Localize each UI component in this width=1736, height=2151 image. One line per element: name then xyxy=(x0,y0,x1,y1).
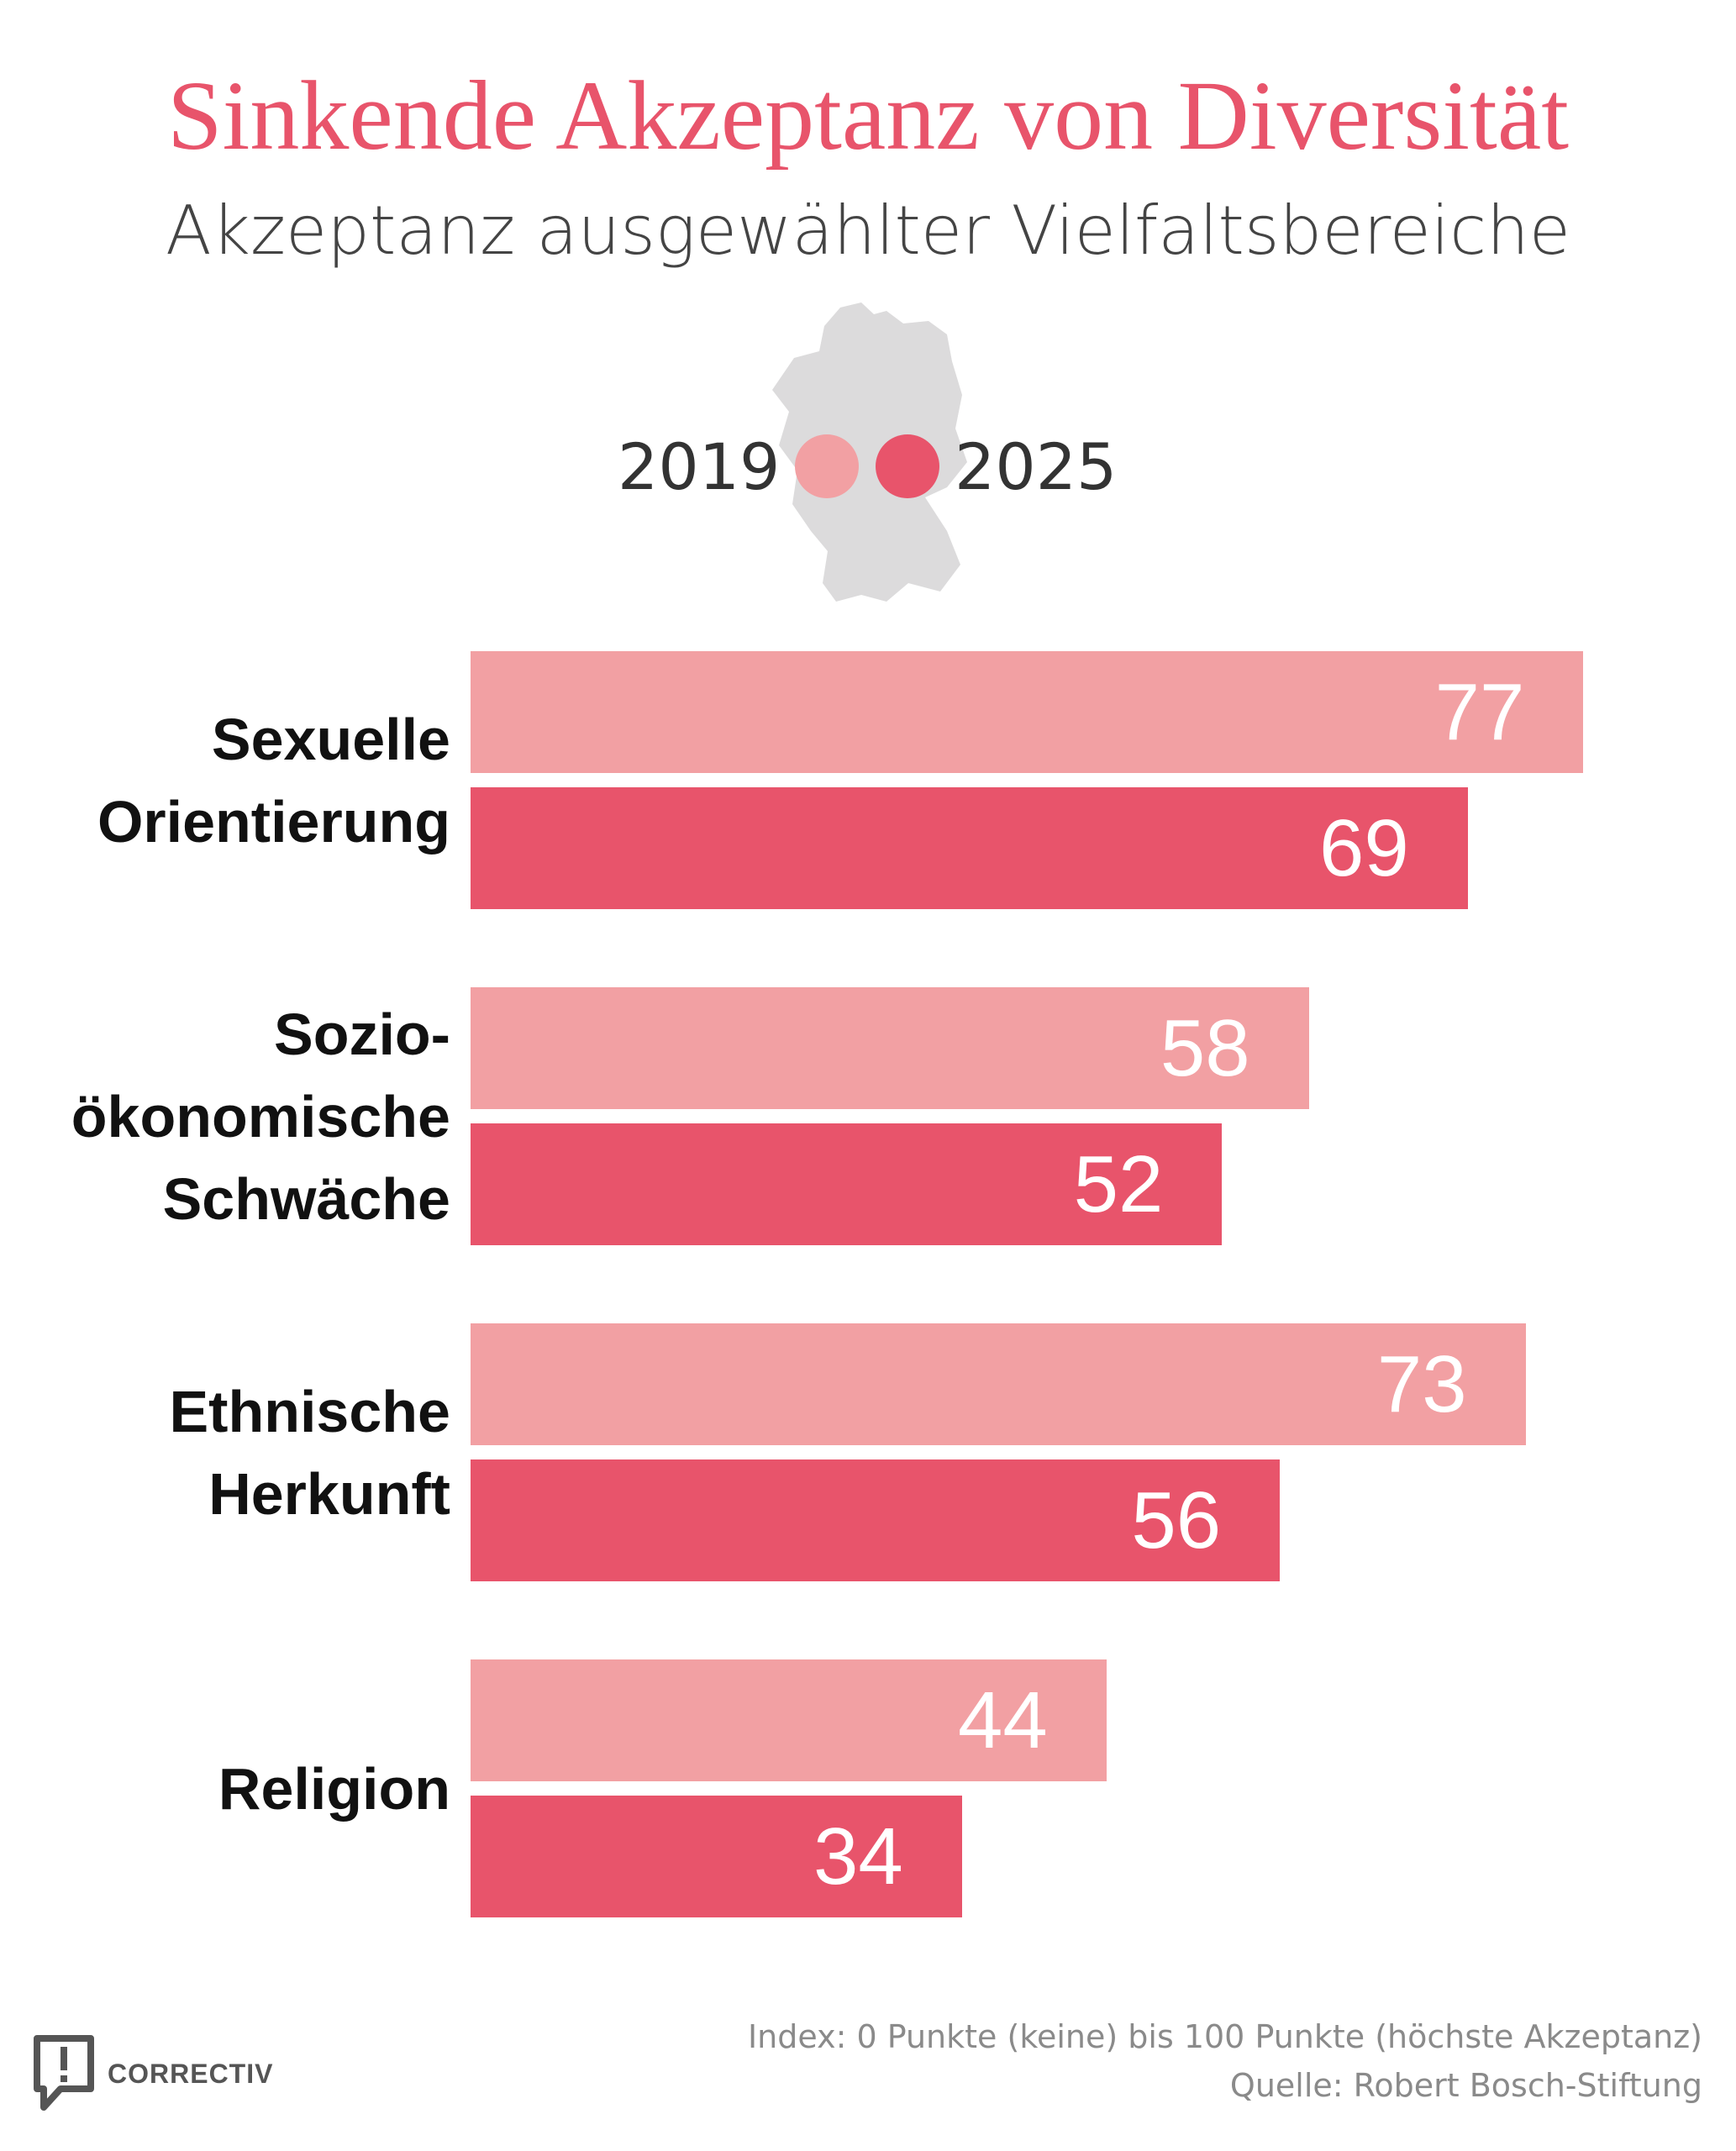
bar-value-label: 52 xyxy=(1073,1139,1164,1229)
bar-2025: 52 xyxy=(471,1123,1223,1245)
category-label-line: Orientierung xyxy=(97,788,450,855)
category-label-line: ökonomische xyxy=(71,1083,450,1149)
bar-value-label: 69 xyxy=(1319,802,1409,893)
legend-label-2019: 2019 xyxy=(618,429,781,504)
category-label: Sozio-ökonomische Schwäche xyxy=(71,993,450,1240)
chart-subtitle: Akzeptanz ausgewählter Vielfaltsbereiche xyxy=(165,192,1571,270)
category-label-line: Sozio- xyxy=(274,1001,450,1067)
bar-2019: 58 xyxy=(471,987,1309,1109)
category-label-line: Sexuelle xyxy=(211,706,450,772)
category-label-line: Schwäche xyxy=(162,1165,450,1232)
bar-2025: 56 xyxy=(471,1459,1281,1581)
bar-value-label: 77 xyxy=(1434,666,1525,757)
legend-label-2025: 2025 xyxy=(955,429,1118,504)
legend-2019: 2019 xyxy=(618,420,860,513)
legend-dot-2019 xyxy=(795,434,860,498)
index-note: Index: 0 Punkte (keine) bis 100 Punkte (… xyxy=(747,2018,1702,2055)
legend-dot-2025 xyxy=(876,434,939,498)
category-label-line: Ethnische xyxy=(169,1378,450,1444)
speech-bubble-icon xyxy=(34,2035,94,2111)
bar-value-label: 58 xyxy=(1160,1002,1250,1093)
source-note: Quelle: Robert Bosch-Stiftung xyxy=(1229,2067,1702,2104)
chart-title: Sinkende Akzeptanz von Diversität xyxy=(167,60,1569,171)
bar-2019: 44 xyxy=(471,1659,1107,1781)
category-label-line: Herkunft xyxy=(208,1460,450,1527)
category-label: Sexuelle Orientierung xyxy=(97,698,450,863)
logo-text: CORRECTIV xyxy=(108,2058,274,2089)
bar-value-label: 73 xyxy=(1376,1338,1467,1429)
bar-value-label: 56 xyxy=(1131,1475,1222,1565)
germany-map-icon xyxy=(772,302,967,602)
bar-value-label: 34 xyxy=(813,1811,903,1901)
bar-2025: 34 xyxy=(471,1796,962,1917)
bar-2019: 73 xyxy=(471,1323,1526,1445)
category-label-line: Religion xyxy=(218,1755,450,1822)
category-label: Ethnische Herkunft xyxy=(169,1370,450,1535)
correctiv-logo: CORRECTIV xyxy=(32,2033,273,2114)
bar-value-label: 44 xyxy=(958,1675,1048,1765)
category-label: Religion xyxy=(218,1748,450,1830)
legend-2025: 2025 xyxy=(876,420,1117,513)
bar-2025: 69 xyxy=(471,787,1468,909)
bar-2019: 77 xyxy=(471,651,1584,773)
